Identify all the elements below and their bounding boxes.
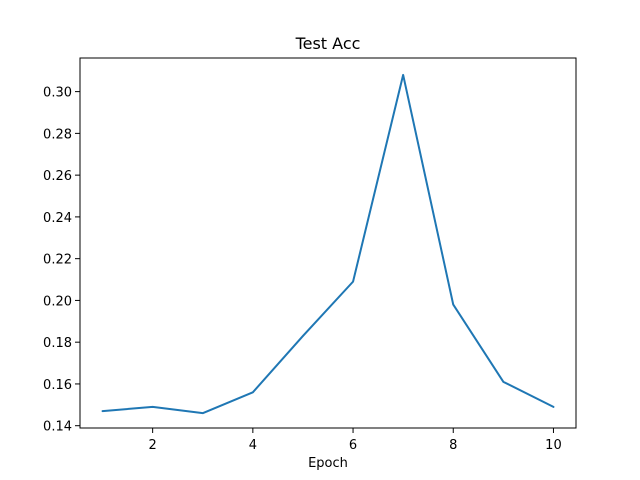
y-tick-label: 0.20 <box>43 294 72 309</box>
x-tick-label: 10 <box>545 438 562 453</box>
y-axis-ticks: 0.14 0.16 0.18 0.20 0.22 0.24 0.26 0.28 0.30 <box>43 86 80 435</box>
plot-area-frame <box>79 57 577 429</box>
y-tick-label: 0.28 <box>43 127 72 142</box>
x-tick-label: 8 <box>449 438 457 453</box>
x-tick-label: 6 <box>349 438 357 453</box>
x-tick-label: 2 <box>149 438 157 453</box>
series-layer <box>101 73 555 415</box>
y-tick-label: 0.30 <box>43 86 72 101</box>
y-tick-label: 0.24 <box>43 211 72 226</box>
y-tick-label: 0.22 <box>43 253 72 268</box>
x-axis-label: Epoch <box>308 456 348 471</box>
y-tick-label: 0.16 <box>43 378 72 393</box>
series-line <box>101 73 555 415</box>
y-tick-label: 0.14 <box>43 420 72 435</box>
y-tick-label: 0.18 <box>43 336 72 351</box>
x-axis-ticks: 2 4 6 8 10 <box>149 428 562 453</box>
x-tick-label: 4 <box>249 438 257 453</box>
y-tick-label: 0.26 <box>43 169 72 184</box>
chart-title: Test Acc <box>295 34 361 53</box>
